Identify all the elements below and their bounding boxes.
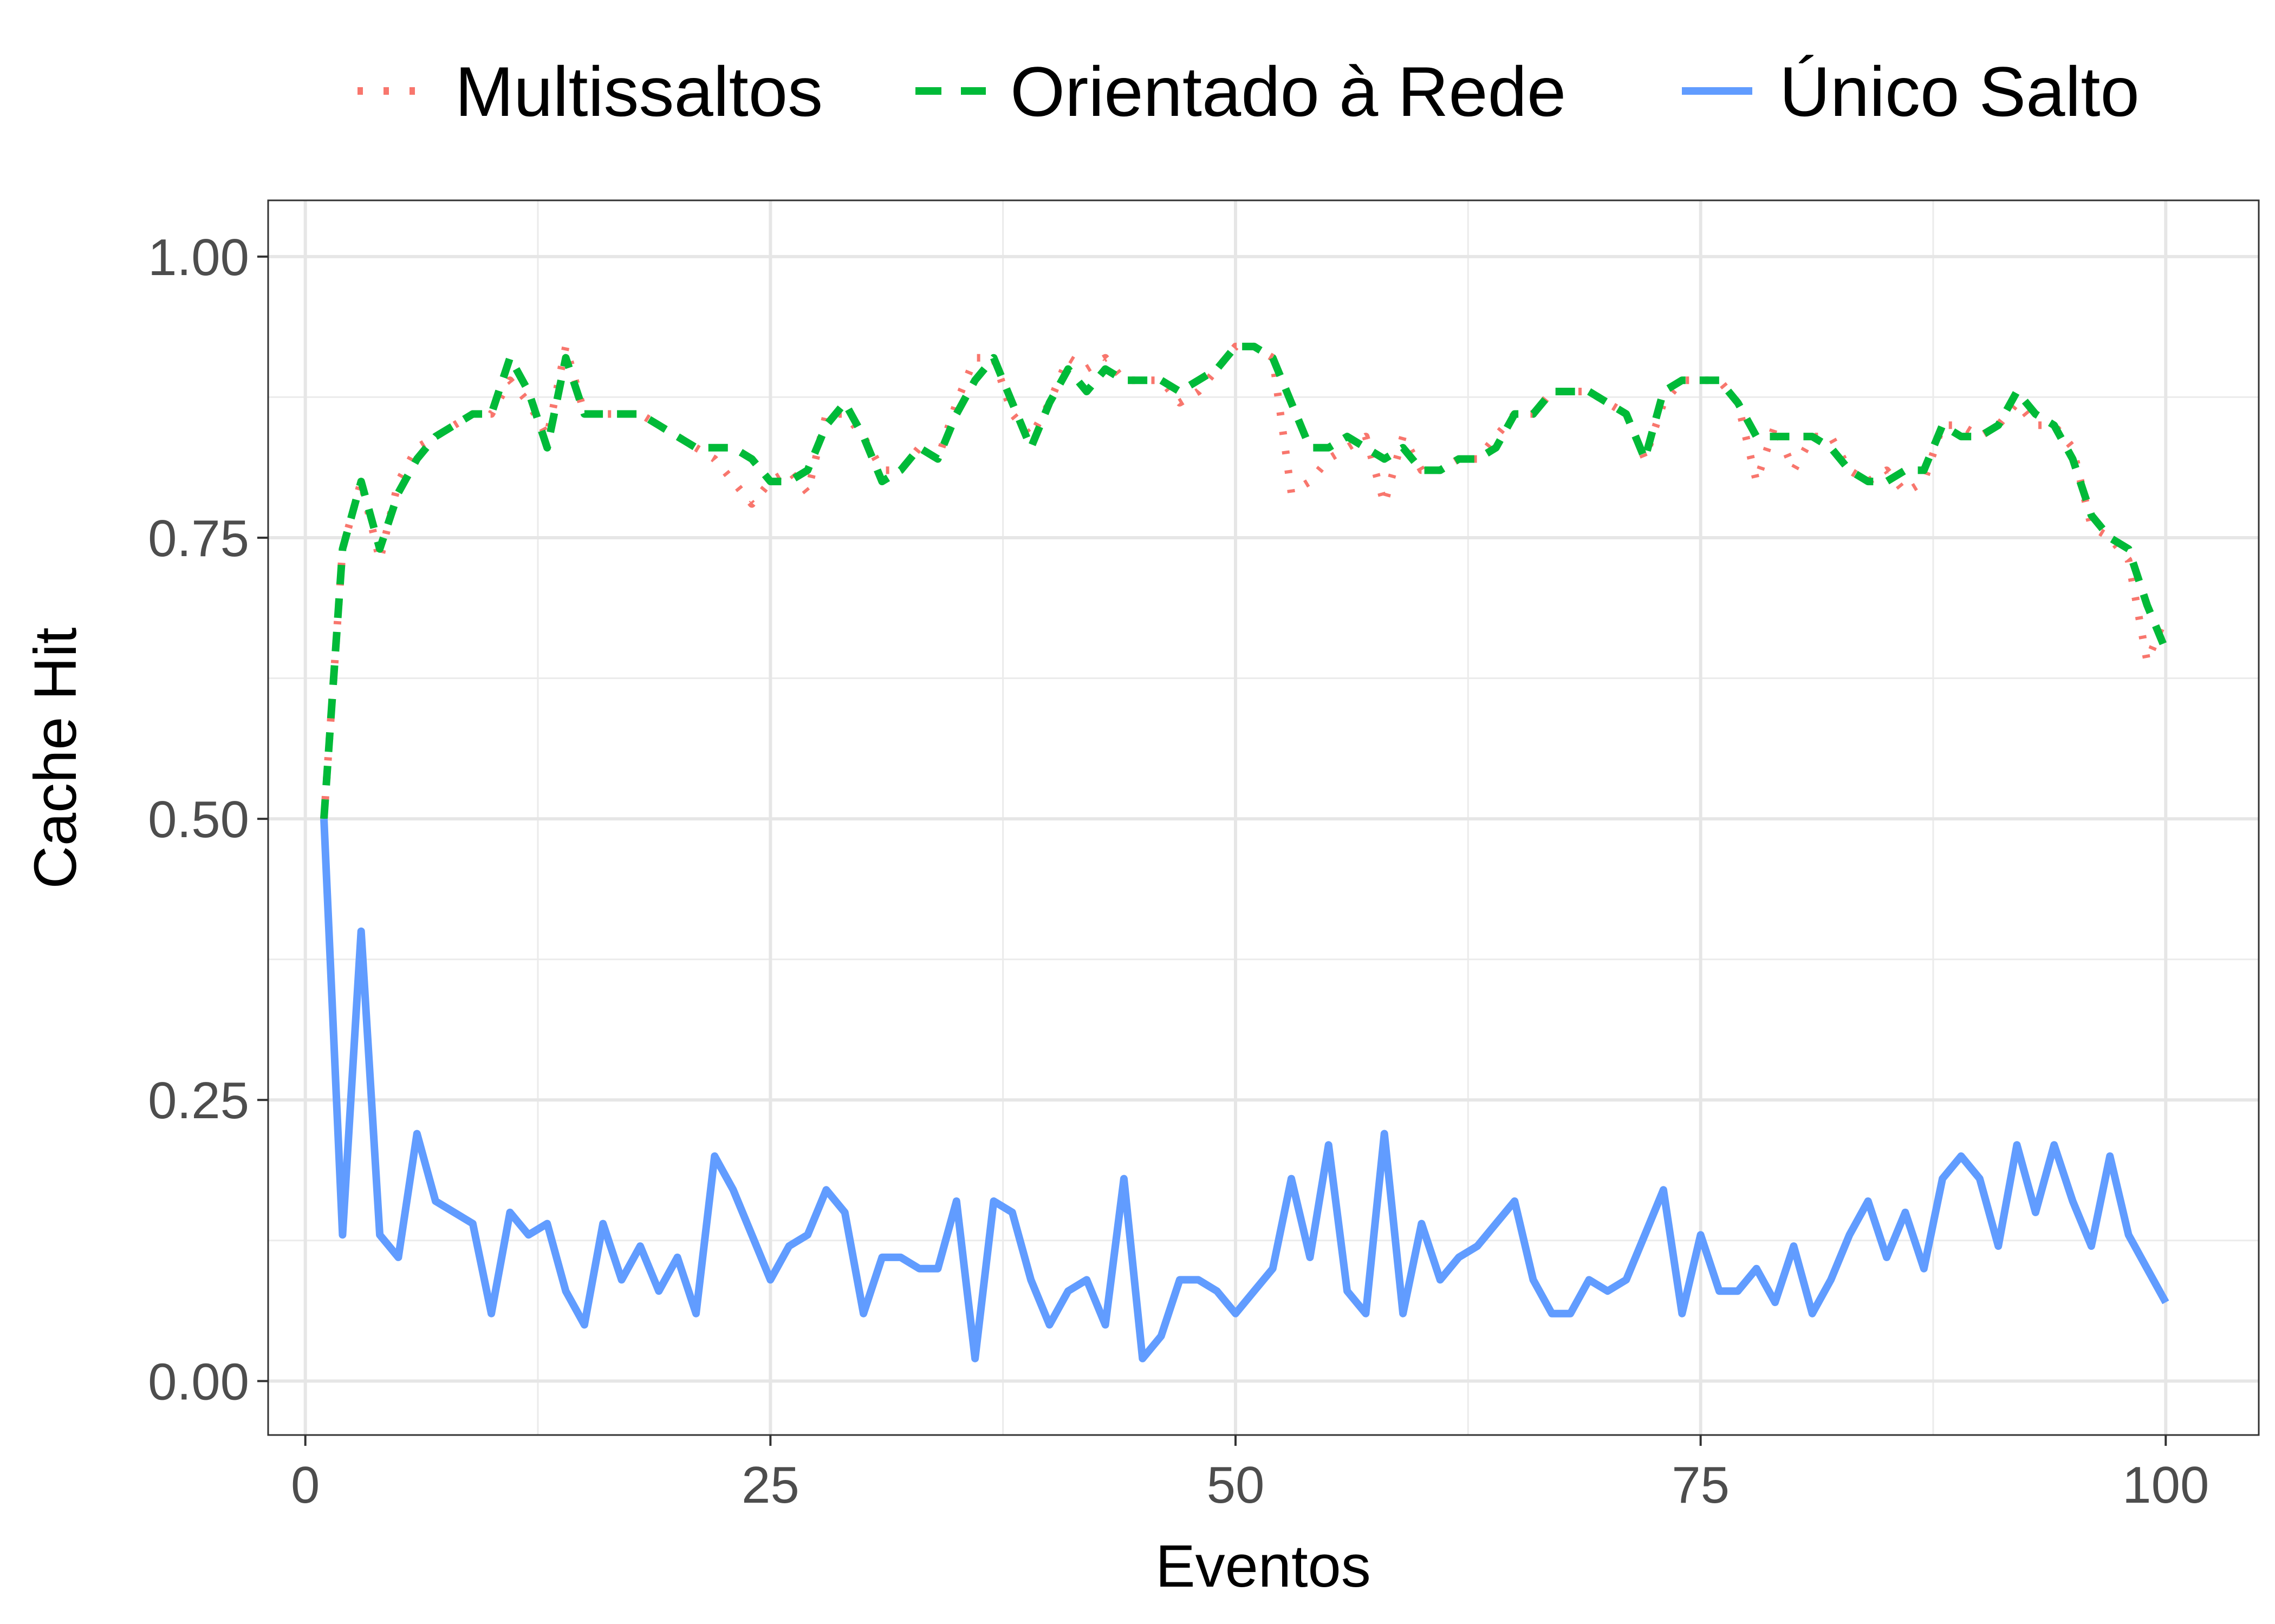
x-tick-label: 50 [1207, 1456, 1265, 1514]
series-line-dashed [320, 342, 2169, 819]
x-tick-label: 0 [291, 1456, 320, 1514]
x-tick-label: 100 [2122, 1456, 2209, 1514]
y-axis: 0.00 0.25 0.50 0.75 1.00 [148, 229, 268, 1411]
legend-label: Orientado à Rede [1010, 52, 1566, 131]
y-tick-label: 1.00 [148, 229, 249, 286]
series-line-solid [320, 818, 2169, 1362]
y-tick-label: 0.50 [148, 791, 249, 849]
legend: Multissaltos Orientado à Rede Único Salto [358, 52, 2140, 131]
series-lines [320, 342, 2169, 1362]
legend-label: Único Salto [1779, 52, 2140, 131]
x-axis: 0 25 50 75 100 [291, 1435, 2209, 1514]
plot-border [267, 199, 2260, 1436]
legend-label: Multissaltos [455, 52, 823, 131]
x-tick-label: 75 [1672, 1456, 1730, 1514]
y-tick-label: 0.00 [148, 1353, 249, 1411]
y-tick-label: 0.25 [148, 1072, 249, 1130]
x-axis-title: Eventos [1155, 1533, 1370, 1600]
y-tick-label: 0.75 [148, 510, 249, 568]
major-gridlines [268, 200, 2259, 1435]
x-tick-label: 25 [742, 1456, 800, 1514]
y-axis-title: Cache Hit [22, 628, 89, 889]
